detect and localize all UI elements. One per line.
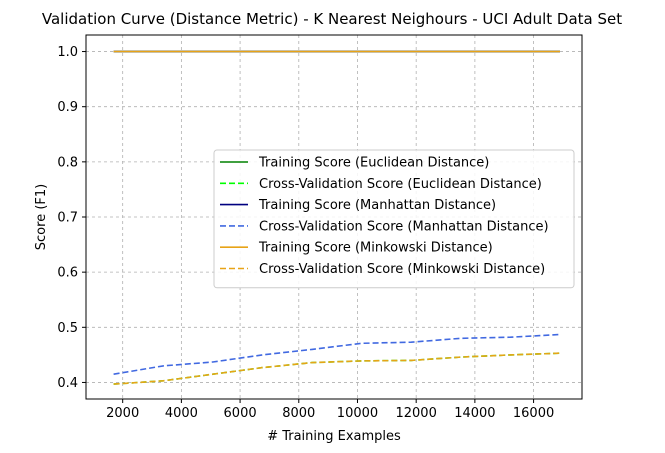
y-tick-label: 0.7 [57, 211, 78, 226]
x-tick-label: 14000 [454, 406, 495, 421]
series-lines [113, 50, 561, 385]
series-line-1 [113, 352, 561, 385]
x-axis-label: # Training Examples [267, 429, 401, 444]
series-line-5 [113, 352, 561, 385]
x-tick-label: 10000 [337, 406, 378, 421]
x-tick-label: 12000 [395, 406, 436, 421]
y-tick-label: 0.8 [57, 155, 78, 170]
x-tick-label: 4000 [165, 406, 198, 421]
axis-ticks: 2000 4000 6000 8000 10000 12000 14000 16000 0.4 0… [57, 45, 554, 421]
y-tick-label: 0.4 [57, 376, 78, 391]
series-line-3 [113, 333, 561, 375]
x-tick-label: 2000 [106, 406, 139, 421]
legend-entry: Cross-Validation Score (Minkowski Distan… [259, 262, 545, 277]
chart-title: Validation Curve (Distance Metric) - K N… [42, 10, 622, 28]
x-tick-label: 8000 [282, 406, 315, 421]
legend-entry: Cross-Validation Score (Euclidean Distan… [259, 177, 542, 192]
y-tick-label: 0.9 [57, 100, 78, 115]
legend-entry: Training Score (Manhattan Distance) [258, 198, 496, 213]
legend-box [213, 149, 575, 289]
y-tick-label: 0.6 [57, 266, 78, 281]
legend-entry: Training Score (Minkowski Distance) [258, 241, 493, 256]
legend-entry: Training Score (Euclidean Distance) [258, 156, 489, 171]
y-tick-label: 0.5 [57, 321, 78, 336]
legend: Training Score (Euclidean Distance) Cross… [213, 149, 575, 289]
y-axis-label: Score (F1) [34, 184, 49, 250]
y-tick-label: 1.0 [57, 45, 78, 60]
x-tick-label: 16000 [513, 406, 554, 421]
x-tick-label: 6000 [224, 406, 257, 421]
legend-entry: Cross-Validation Score (Manhattan Distan… [259, 219, 549, 234]
